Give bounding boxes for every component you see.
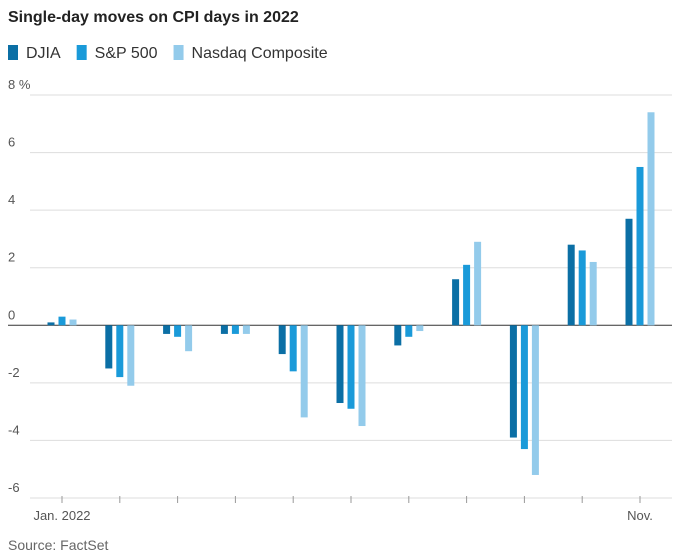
bar [358,325,366,427]
bar [242,325,250,334]
y-tick-label: 6 [8,135,15,150]
source: Source: FactSet [8,537,108,553]
bar [567,244,575,326]
y-tick-label: -4 [8,422,20,437]
bar [300,325,308,418]
bar [463,264,471,326]
bar [531,325,539,475]
chart-title: Single-day moves on CPI days in 2022 [8,9,299,26]
bar [278,325,286,355]
bar [336,325,344,404]
bar [589,261,597,326]
y-tick-label: -6 [8,480,20,495]
x-tick-label: Jan. 2022 [33,508,90,523]
bar [636,166,644,326]
bar [185,325,193,352]
legend-label: Nasdaq Composite [192,45,328,62]
bar [116,325,124,378]
x-tick-label: Nov. [627,508,653,523]
bar [474,241,482,326]
legend-swatch [173,45,184,60]
legend-swatch [76,45,87,60]
bar [174,325,182,337]
bar [394,325,402,346]
bar [231,325,239,334]
y-tick-label: 4 [8,192,15,207]
bar [647,112,655,326]
bar [625,218,633,326]
bar [105,325,113,369]
bar [578,250,586,326]
bar [289,325,297,372]
bar [69,319,77,326]
y-tick-label: 2 [8,250,15,265]
bar [405,325,413,337]
bar [347,325,355,409]
legend: DJIA S&P 500 Nasdaq Composite [8,45,328,62]
y-tick-label: -2 [8,365,20,380]
bar [452,279,460,326]
legend-label: DJIA [26,45,61,62]
bar [220,325,228,334]
legend-swatch [8,45,18,60]
bar [416,325,424,332]
y-tick-label: 8 % [8,77,31,92]
y-tick-label: 0 [8,307,15,322]
bar [520,325,528,450]
bar [127,325,135,386]
bar [163,325,171,334]
bar [58,316,66,326]
bar [509,325,517,438]
bar [47,322,55,326]
legend-label: S&P 500 [95,45,158,62]
